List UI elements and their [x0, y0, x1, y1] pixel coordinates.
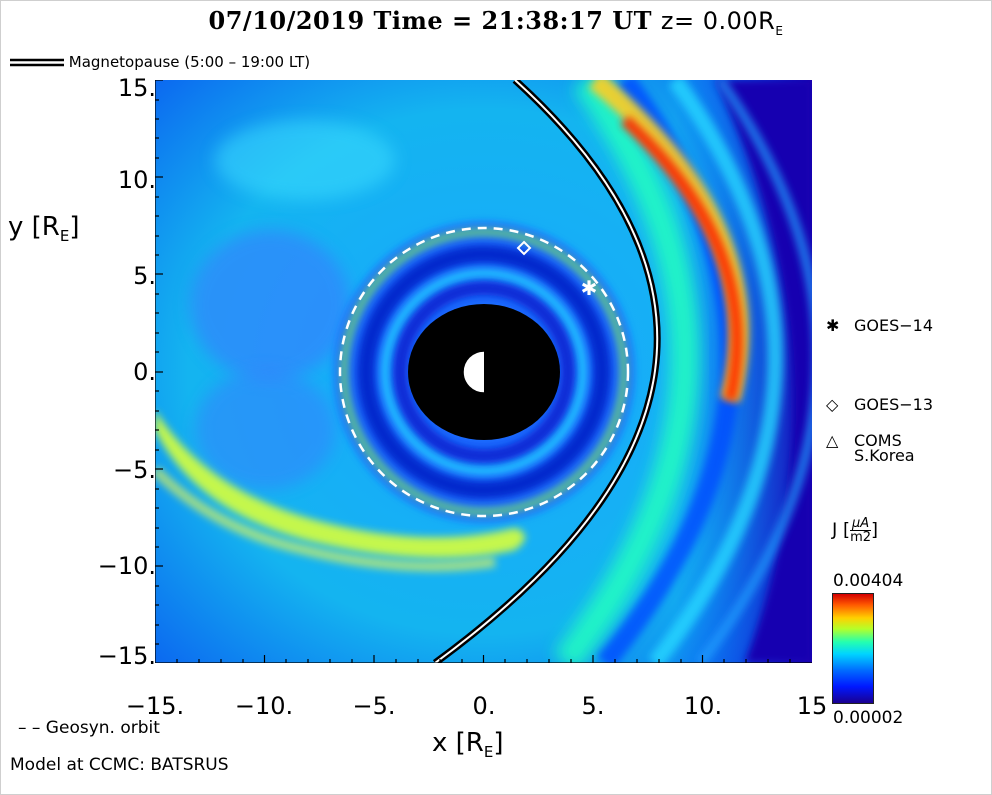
x-tick-label: 10. [683, 692, 723, 720]
y-tick-label: −10. [97, 552, 156, 580]
colorbar-min: 0.00002 [833, 708, 904, 728]
diamond-icon: ◇ [826, 395, 839, 414]
current-density-map: ✱ [155, 80, 812, 663]
x-tick-label: 15 [796, 692, 828, 720]
colorbar [832, 593, 874, 704]
y-tick-label: −5. [112, 456, 156, 484]
title-date: 07/10/2019 [208, 6, 365, 35]
x-tick-label: −10. [234, 692, 294, 720]
y-tick-label: 15. [117, 74, 156, 102]
x-tick-label: −5. [352, 692, 396, 720]
goes-13-marker [516, 240, 532, 256]
legend-coms: △ COMS S.Korea [826, 431, 915, 465]
y-tick-label: −15. [97, 642, 156, 670]
magnetopause-legend: Magnetopause (5:00 – 19:00 LT) [10, 53, 310, 71]
magnetopause-line-icon [10, 58, 64, 66]
y-tick-label: 10. [117, 166, 156, 194]
y-tick-label: 5. [133, 262, 156, 290]
colorbar-title: J [μA m2] [832, 516, 879, 545]
goes-14-marker: ✱ [581, 276, 598, 300]
figure-title: 07/10/2019 Time = 21:38:17 UT z= 0.00RE [0, 6, 992, 38]
magnetopause-label: Magnetopause (5:00 – 19:00 LT) [68, 53, 311, 71]
title-time: 21:38:17 UT [481, 6, 653, 35]
x-tick-label: 5. [581, 692, 605, 720]
legend-goes-14: ✱ GOES−14 [826, 316, 934, 335]
legend-goes-13: ◇ GOES−13 [826, 395, 934, 414]
model-credit: Model at CCMC: BATSRUS [10, 755, 229, 775]
triangle-icon: △ [826, 431, 839, 450]
geosync-orbit [338, 226, 630, 518]
asterisk-icon: ✱ [826, 316, 840, 335]
x-axis-label: x [RE] [432, 728, 504, 762]
y-axis-label: y [RE] [8, 212, 80, 246]
y-tick-label: 0. [133, 358, 156, 386]
x-tick-label: −15. [125, 692, 185, 720]
colorbar-max: 0.00404 [833, 571, 904, 591]
title-z: z= 0.00RE [660, 7, 784, 38]
geosync-legend: – – Geosyn. orbit [18, 718, 160, 738]
x-tick-label: 0. [472, 692, 496, 720]
axis-ticks [155, 80, 812, 663]
title-time-label: Time = [373, 6, 473, 35]
